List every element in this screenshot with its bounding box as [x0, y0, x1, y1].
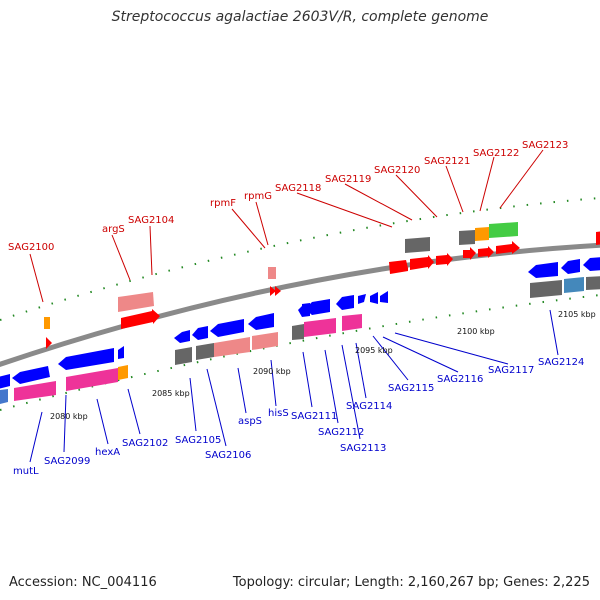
gene-label-sag2102: SAG2102 [122, 438, 168, 449]
tick-row-top [0, 197, 600, 321]
gene-arrow [436, 253, 453, 266]
gene-arrow [118, 346, 124, 359]
gene-label-sag2106: SAG2106 [205, 450, 251, 461]
gene-arrow [0, 374, 10, 389]
gene-arrow [583, 257, 600, 271]
gene-arrow [12, 366, 50, 384]
gene-cog-box [586, 276, 600, 290]
gene-arrow [210, 319, 244, 337]
gene-label-sag2120: SAG2120 [374, 165, 420, 176]
gene-label-asps: aspS [238, 416, 262, 427]
gene-arrow [463, 247, 476, 260]
gene-label-sag2119: SAG2119 [325, 174, 371, 185]
gene-arrow [174, 330, 190, 343]
gene-arrow [58, 348, 114, 370]
gene-cog-box [118, 292, 154, 312]
gene-label-sag2116: SAG2116 [437, 374, 483, 385]
page-title: Streptococcus agalactiae 2603V/R, comple… [111, 9, 489, 25]
gene-cog-box [304, 318, 336, 337]
gene-arrow [248, 313, 274, 330]
kbp-label: 2100 kbp [457, 327, 495, 336]
gene-cog-box [196, 343, 214, 360]
gene-cog-box [405, 237, 430, 253]
gene-label-sag2111: SAG2111 [291, 411, 337, 422]
gene-cog-box [118, 365, 128, 380]
gene-arrow [270, 286, 276, 296]
gene-label-sag2104: SAG2104 [128, 215, 174, 226]
accession-text: Accession: NC_004116 [9, 575, 157, 590]
gene-arrow [121, 309, 160, 329]
gene-label-sag2112: SAG2112 [318, 427, 364, 438]
gene-label-rpmf: rpmF [210, 198, 236, 209]
gene-cog-box [530, 280, 562, 298]
gene-label-hexa: hexA [95, 447, 120, 458]
gene-arrow [410, 255, 434, 270]
kbp-label: 2085 kbp [152, 389, 190, 398]
gene-arrow [305, 299, 330, 315]
kbp-label: 2105 kbp [558, 310, 596, 319]
gene-label-hiss: hisS [268, 408, 289, 419]
gene-arrow [336, 295, 354, 310]
kbp-scale: 2080 kbp 2085 kbp 2090 kbp 2095 kbp 2100… [50, 310, 596, 421]
gene-label-sag2118: SAG2118 [275, 183, 321, 194]
gene-cog-box [214, 337, 250, 357]
gene-arrow [561, 259, 580, 274]
gene-arrow [46, 337, 52, 349]
gene-label-args: argS [102, 224, 125, 235]
gene-cog-box [342, 314, 362, 331]
top-label-group [29, 149, 544, 303]
gene-label-rpmg: rpmG [244, 191, 272, 202]
gene-cog-box [0, 389, 8, 404]
gene-arrow [298, 303, 310, 317]
gene-cog-box [14, 381, 56, 401]
bottom-labels: mutL SAG2099 hexA SAG2102 SAG2105 SAG210… [13, 357, 584, 477]
gene-arrow [370, 292, 378, 304]
gene-label-mutl: mutL [13, 466, 39, 477]
gene-cog-box [292, 324, 304, 340]
gene-label-sag2113: SAG2113 [340, 443, 386, 454]
gene-arrow [358, 294, 366, 304]
gene-label-sag2100: SAG2100 [8, 242, 54, 253]
kbp-label: 2080 kbp [50, 412, 88, 421]
gene-cog-box [66, 368, 118, 391]
gene-label-sag2124: SAG2124 [538, 357, 584, 368]
gene-label-sag2099: SAG2099 [44, 456, 90, 467]
gene-cog-box [475, 227, 489, 241]
gene-cog-box [459, 230, 475, 245]
gene-arrow [389, 260, 408, 274]
gene-label-sag2117: SAG2117 [488, 365, 534, 376]
gene-cog-box [489, 222, 518, 238]
gene-cog-box [252, 332, 278, 350]
genome-stats-text: Topology: circular; Length: 2,160,267 bp… [232, 575, 590, 590]
gene-arrow [496, 241, 520, 254]
gene-label-sag2114: SAG2114 [346, 401, 392, 412]
gene-label-sag2121: SAG2121 [424, 156, 470, 167]
kbp-label: 2095 kbp [355, 346, 393, 355]
gene-arrow [478, 246, 494, 258]
gene-arrow [275, 286, 281, 296]
top-labels: SAG2100 argS SAG2104 rpmF rpmG SAG2118 S… [8, 140, 568, 253]
gene-cog-box [268, 267, 276, 279]
gene-label-sag2105: SAG2105 [175, 435, 221, 446]
gene-label-sag2115: SAG2115 [388, 383, 434, 394]
gene-arrow [380, 291, 388, 303]
gene-label-sag2122: SAG2122 [473, 148, 519, 159]
bottom-label-group [29, 309, 559, 463]
forward-genes [44, 222, 600, 349]
gene-cog-box [564, 277, 584, 293]
tick-row-bottom [0, 294, 600, 411]
gene-cog-box [175, 347, 192, 365]
reverse-genes [0, 257, 600, 404]
genome-backbone [0, 242, 600, 367]
gene-label-sag2123: SAG2123 [522, 140, 568, 151]
gene-arrow [192, 326, 208, 340]
gene-cog-box [44, 317, 50, 329]
kbp-label: 2090 kbp [253, 367, 291, 376]
gene-arrow [528, 262, 558, 278]
gene-arrow [596, 231, 600, 245]
